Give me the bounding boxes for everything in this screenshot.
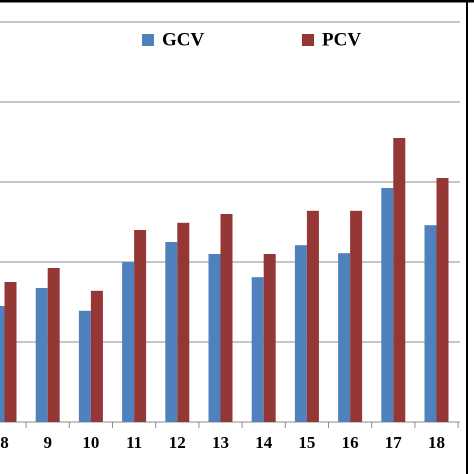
x-tick-label: 9 <box>43 433 52 452</box>
x-tick-label: 17 <box>385 433 403 452</box>
bar <box>177 222 190 422</box>
bar <box>393 138 406 422</box>
legend-label: PCV <box>322 29 361 50</box>
x-tick-label: 11 <box>126 433 142 452</box>
bar <box>338 253 351 422</box>
bar <box>90 290 103 422</box>
bar <box>4 282 17 422</box>
bar <box>294 245 307 422</box>
bar <box>220 214 233 422</box>
x-tick-label: 13 <box>212 433 229 452</box>
bar <box>306 210 319 422</box>
bar <box>47 268 60 422</box>
legend-swatch <box>142 34 154 46</box>
x-tick-label: 14 <box>255 433 273 452</box>
bar <box>251 277 264 422</box>
bar <box>165 242 178 422</box>
x-tick-label: 15 <box>298 433 315 452</box>
bar <box>78 310 91 422</box>
bar <box>263 254 276 422</box>
legend-label: GCV <box>162 29 205 50</box>
bar <box>381 188 394 422</box>
bar <box>35 288 48 422</box>
x-tick-label: 12 <box>169 433 186 452</box>
bar <box>0 306 5 422</box>
x-tick-label: 16 <box>342 433 359 452</box>
bar <box>208 254 221 422</box>
x-tick-label: 8 <box>0 433 9 452</box>
legend-swatch <box>302 34 314 46</box>
x-tick-label: 10 <box>82 433 99 452</box>
bar <box>134 230 147 422</box>
bar <box>350 210 363 422</box>
x-tick-label: 18 <box>428 433 445 452</box>
bar <box>122 262 135 422</box>
bar <box>424 225 437 422</box>
bar <box>436 178 449 422</box>
